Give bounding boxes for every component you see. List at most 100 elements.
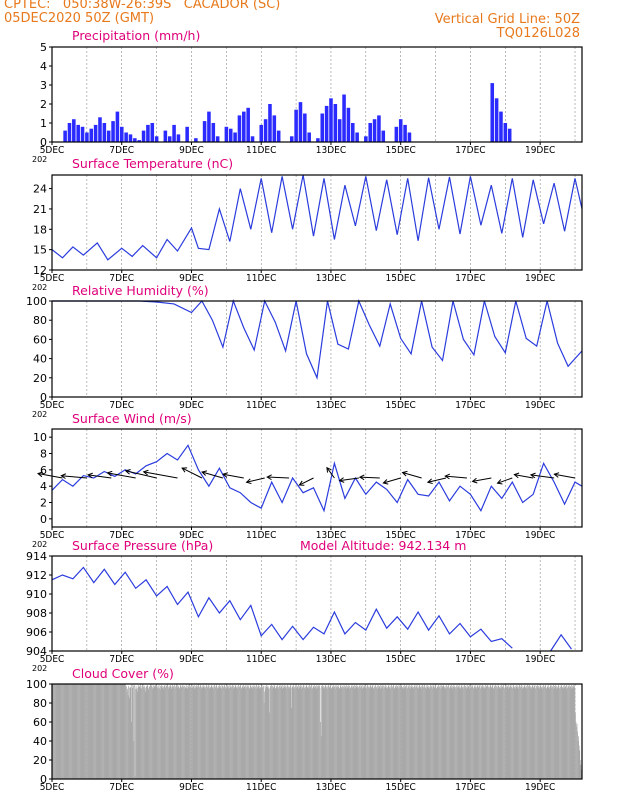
cloud-bar (160, 686, 162, 779)
cloud-bar (378, 685, 380, 779)
cloud-bar (244, 685, 246, 779)
wind-vector (37, 473, 63, 479)
cloud-bar (88, 684, 90, 779)
cloud-bar (475, 687, 477, 779)
precip-bar (128, 134, 133, 142)
cloud-bar (521, 685, 523, 779)
cloud-bar (210, 686, 212, 779)
cloud-bar (179, 684, 181, 779)
cloud-bar (526, 685, 527, 779)
cloud-bar (578, 745, 580, 779)
cloud-bar (435, 688, 437, 779)
cloud-bar (566, 688, 568, 779)
x-tick-label: 15DEC (386, 400, 416, 411)
wind-arrowhead (496, 479, 503, 485)
y-tick-label: 24 (33, 183, 47, 196)
cloud-bar (562, 688, 564, 779)
cloud-bar (359, 684, 361, 779)
cloud-bar (274, 687, 276, 779)
cloud-bar (53, 684, 54, 779)
cloud-bar (408, 684, 410, 779)
cloud-bar (329, 685, 331, 779)
precip-bar (263, 119, 268, 142)
cloud-bar (444, 688, 446, 779)
cloud-bar (226, 684, 228, 779)
wind-frame (51, 428, 583, 528)
cloud-bar (514, 687, 516, 779)
precip-bar (67, 123, 72, 142)
cloud-bar (536, 686, 538, 779)
cloud-bar (141, 685, 143, 779)
cloud-bar (396, 687, 398, 779)
cloud-bar (562, 686, 564, 779)
cloud-bar (528, 686, 530, 779)
cloud-bar (371, 686, 373, 779)
cloud-bar (110, 684, 111, 779)
cloud-bar (154, 684, 156, 779)
precip-frame (51, 46, 583, 143)
cloud-bar (55, 684, 57, 779)
cloud-bar (564, 686, 566, 779)
cloud-bar (365, 685, 367, 779)
precip-bar (394, 126, 399, 142)
precip-bar (224, 126, 229, 142)
cloud-bar (494, 686, 496, 779)
cloud-bar (504, 686, 506, 779)
temp-frame (51, 174, 583, 271)
cloud-bar (508, 686, 510, 779)
precip-bar (403, 124, 407, 142)
cloud-bar (260, 686, 262, 779)
cloud-bar (243, 687, 245, 779)
cloud-bar (453, 684, 455, 779)
y-tick-label: 4 (40, 480, 47, 493)
cloud-bar (412, 687, 414, 779)
cloud-bar (294, 688, 296, 779)
x-tick-label: 15DEC (386, 530, 416, 541)
cloud-bar (378, 687, 380, 779)
cloud-bar (106, 684, 108, 779)
cloud-bar (233, 687, 235, 779)
cloud-bar (146, 684, 148, 779)
cloud-bar (352, 687, 353, 779)
cloud-bar (540, 687, 542, 779)
wind-arrowhead (358, 474, 365, 481)
wind-vector (383, 477, 401, 484)
cloud-bar (356, 685, 358, 779)
cloud-bar (345, 688, 347, 779)
precip-bar (337, 119, 342, 142)
y-tick-label: 0 (40, 513, 47, 526)
cloud-bar (78, 684, 80, 779)
cloud-bar (336, 686, 337, 779)
cloud-bar (495, 687, 497, 779)
cloud-bar (182, 685, 183, 779)
cloud-bar (247, 685, 248, 779)
x-tick-label: 9DEC (179, 654, 204, 665)
cloud-bar (464, 684, 465, 779)
y-tick-label: 100 (26, 295, 47, 308)
year-fragment: 202 (32, 155, 47, 164)
cloud-bar (189, 687, 191, 779)
cloud-bar (57, 684, 59, 779)
cloud-bar (409, 685, 411, 779)
wind-vector (326, 467, 335, 479)
y-tick-label: 20 (33, 372, 47, 385)
cloud-bar (247, 684, 249, 779)
cloud-bar (455, 688, 457, 779)
cloud-bar (124, 684, 126, 779)
cloud-bar (555, 688, 557, 779)
cloud-bar (480, 688, 481, 779)
cloud-bar (534, 684, 536, 779)
cloud-bar (457, 687, 458, 779)
precip-bar (368, 123, 372, 142)
cloud-bar (458, 684, 460, 779)
x-tick-label: 15DEC (386, 782, 416, 793)
cloud-bar (251, 687, 253, 779)
cloud-bar (343, 684, 345, 779)
cloud-bar (99, 684, 101, 779)
cloud-bar (410, 686, 412, 779)
cloud-bar (254, 687, 255, 779)
cloud-bar (265, 686, 267, 779)
cloud-bar (496, 685, 497, 779)
cloud-bar (281, 684, 283, 779)
cloud-bar (115, 684, 117, 779)
